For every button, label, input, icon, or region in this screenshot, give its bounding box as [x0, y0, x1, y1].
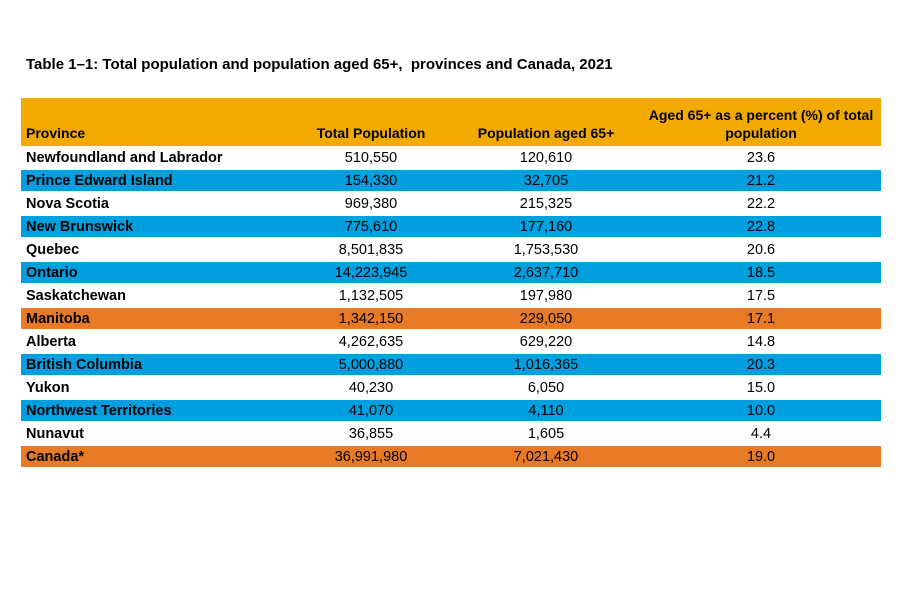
table-row-british-columbia: British Columbia 5,000,880 1,016,365 20.… — [21, 353, 881, 376]
table-row-canada: Canada* 36,991,980 7,021,430 19.0 — [21, 445, 881, 468]
population-65-cell: 7,021,430 — [451, 445, 641, 468]
population-65-cell: 197,980 — [519, 287, 573, 304]
province-cell: Canada* — [21, 445, 291, 468]
percent-65-cell: 20.6 — [746, 241, 776, 258]
table-row-nunavut: Nunavut 36,855 1,605 4.4 — [21, 422, 881, 445]
population-65-cell: 177,160 — [451, 215, 641, 238]
page-title: Table 1–1: Total population and populati… — [26, 56, 613, 73]
province-cell: Manitoba — [21, 307, 291, 330]
column-header-percent-aged-65: Aged 65+ as a percent (%) of total popul… — [641, 98, 881, 146]
table-row-saskatchewan: Saskatchewan 1,132,505 197,980 17.5 — [21, 284, 881, 307]
table-row-ontario: Ontario 14,223,945 2,637,710 18.5 — [21, 261, 881, 284]
percent-65-cell: 14.8 — [746, 333, 776, 350]
percent-65-cell: 20.3 — [641, 353, 881, 376]
population-65-cell: 215,325 — [519, 195, 573, 212]
table-row-yukon: Yukon 40,230 6,050 15.0 — [21, 376, 881, 399]
header-row: Province Total Population Population age… — [21, 98, 881, 146]
total-population-cell: 4,262,635 — [338, 333, 404, 350]
percent-65-cell: 4.4 — [750, 425, 772, 442]
total-population-cell: 969,380 — [344, 195, 398, 212]
percent-65-cell: 22.2 — [746, 195, 776, 212]
total-population-cell: 36,991,980 — [291, 445, 451, 468]
table-row-prince-edward-island: Prince Edward Island 154,330 32,705 21.2 — [21, 169, 881, 192]
table-row-manitoba: Manitoba 1,342,150 229,050 17.1 — [21, 307, 881, 330]
province-cell: Nunavut — [26, 425, 84, 442]
percent-65-cell: 21.2 — [641, 169, 881, 192]
total-population-cell: 5,000,880 — [291, 353, 451, 376]
province-cell: Saskatchewan — [26, 287, 126, 304]
table-row-alberta: Alberta 4,262,635 629,220 14.8 — [21, 330, 881, 353]
table-row-newfoundland-and-labrador: Newfoundland and Labrador 510,550 120,61… — [21, 146, 881, 169]
population-table-container: Province Total Population Population age… — [21, 98, 881, 468]
population-65-cell: 629,220 — [519, 333, 573, 350]
total-population-cell: 154,330 — [291, 169, 451, 192]
province-cell: Newfoundland and Labrador — [26, 149, 223, 166]
province-cell: Quebec — [26, 241, 80, 258]
percent-65-cell: 22.8 — [641, 215, 881, 238]
percent-65-cell: 18.5 — [641, 261, 881, 284]
table-row-northwest-territories: Northwest Territories 41,070 4,110 10.0 — [21, 399, 881, 422]
percent-65-cell: 15.0 — [746, 379, 776, 396]
population-65-cell: 2,637,710 — [451, 261, 641, 284]
total-population-cell: 510,550 — [344, 149, 398, 166]
population-65-cell: 229,050 — [451, 307, 641, 330]
population-table: Province Total Population Population age… — [21, 98, 881, 468]
percent-65-cell: 17.5 — [746, 287, 776, 304]
province-cell: Yukon — [26, 379, 70, 396]
total-population-cell: 40,230 — [348, 379, 394, 396]
total-population-cell: 775,610 — [291, 215, 451, 238]
population-65-cell: 1,605 — [527, 425, 565, 442]
population-65-cell: 32,705 — [451, 169, 641, 192]
percent-65-cell: 23.6 — [746, 149, 776, 166]
percent-65-cell: 19.0 — [641, 445, 881, 468]
population-65-cell: 1,016,365 — [451, 353, 641, 376]
percent-65-cell: 10.0 — [641, 399, 881, 422]
total-population-cell: 8,501,835 — [338, 241, 404, 258]
population-65-cell: 120,610 — [519, 149, 573, 166]
percent-65-cell: 17.1 — [641, 307, 881, 330]
total-population-cell: 14,223,945 — [291, 261, 451, 284]
total-population-cell: 1,342,150 — [291, 307, 451, 330]
total-population-cell: 41,070 — [291, 399, 451, 422]
table-row-quebec: Quebec 8,501,835 1,753,530 20.6 — [21, 238, 881, 261]
population-65-cell: 4,110 — [451, 399, 641, 422]
table-body: Newfoundland and Labrador 510,550 120,61… — [21, 146, 881, 468]
population-65-cell: 1,753,530 — [513, 241, 579, 258]
column-header-population-aged-65: Population aged 65+ — [451, 98, 641, 146]
column-header-province: Province — [21, 98, 291, 146]
province-cell: Prince Edward Island — [21, 169, 291, 192]
table-header: Province Total Population Population age… — [21, 98, 881, 146]
column-header-total-population: Total Population — [291, 98, 451, 146]
province-cell: Alberta — [26, 333, 76, 350]
province-cell: Nova Scotia — [26, 195, 109, 212]
province-cell: British Columbia — [21, 353, 291, 376]
province-cell: Ontario — [21, 261, 291, 284]
table-row-nova-scotia: Nova Scotia 969,380 215,325 22.2 — [21, 192, 881, 215]
province-cell: Northwest Territories — [21, 399, 291, 422]
table-row-new-brunswick: New Brunswick 775,610 177,160 22.8 — [21, 215, 881, 238]
population-65-cell: 6,050 — [527, 379, 565, 396]
total-population-cell: 1,132,505 — [338, 287, 404, 304]
total-population-cell: 36,855 — [348, 425, 394, 442]
province-cell: New Brunswick — [21, 215, 291, 238]
